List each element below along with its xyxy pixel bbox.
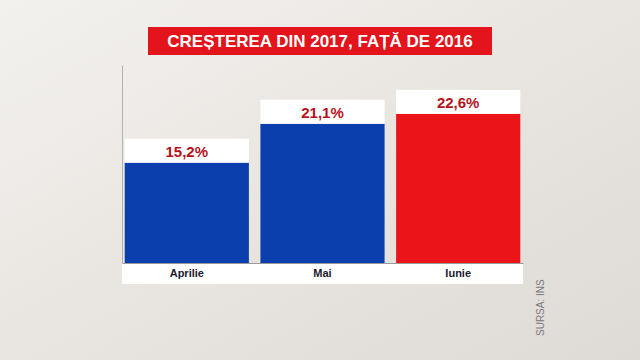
label-strip: [122, 263, 523, 284]
x-tick: Mai: [313, 263, 331, 279]
data-label-box: [260, 100, 384, 124]
x-tick-label: Iunie: [445, 267, 471, 279]
background: [0, 0, 640, 360]
bar: [260, 124, 384, 263]
x-axis: Aprilie Mai Iunie: [123, 263, 524, 279]
x-tick: Iunie: [445, 263, 471, 279]
bar: [396, 114, 520, 263]
title-group: CREȘTEREA DIN 2017, FAȚĂ DE 2016: [148, 27, 492, 55]
x-tick: Aprilie: [170, 263, 204, 279]
bars: [125, 114, 521, 263]
x-tick-label: Aprilie: [170, 267, 204, 279]
x-axis-line: [123, 263, 524, 264]
x-tick-label: Mai: [313, 267, 331, 279]
data-label: 15,2%: [166, 143, 209, 160]
title-box: [148, 27, 492, 55]
data-label-box: [396, 90, 520, 114]
data-labels: 15,2% 21,1% 22,6%: [125, 90, 521, 163]
y-axis-line: [122, 66, 123, 264]
plot-area: 15,2% 21,1% 22,6% Aprilie Mai Iunie: [122, 66, 524, 285]
chart-svg: CREȘTEREA DIN 2017, FAȚĂ DE 2016 15,2% 21,…: [0, 0, 640, 360]
data-label: 21,1%: [301, 104, 344, 121]
data-label: 22,6%: [437, 94, 480, 111]
y-axis: [122, 66, 123, 264]
bar: [125, 163, 249, 263]
title: CREȘTEREA DIN 2017, FAȚĂ DE 2016: [167, 32, 472, 51]
source-note: SURSA: INS: [535, 279, 546, 336]
chart-container: CREȘTEREA DIN 2017, FAȚĂ DE 2016 15,2% 21,…: [0, 0, 640, 360]
data-label-box: [125, 139, 249, 163]
